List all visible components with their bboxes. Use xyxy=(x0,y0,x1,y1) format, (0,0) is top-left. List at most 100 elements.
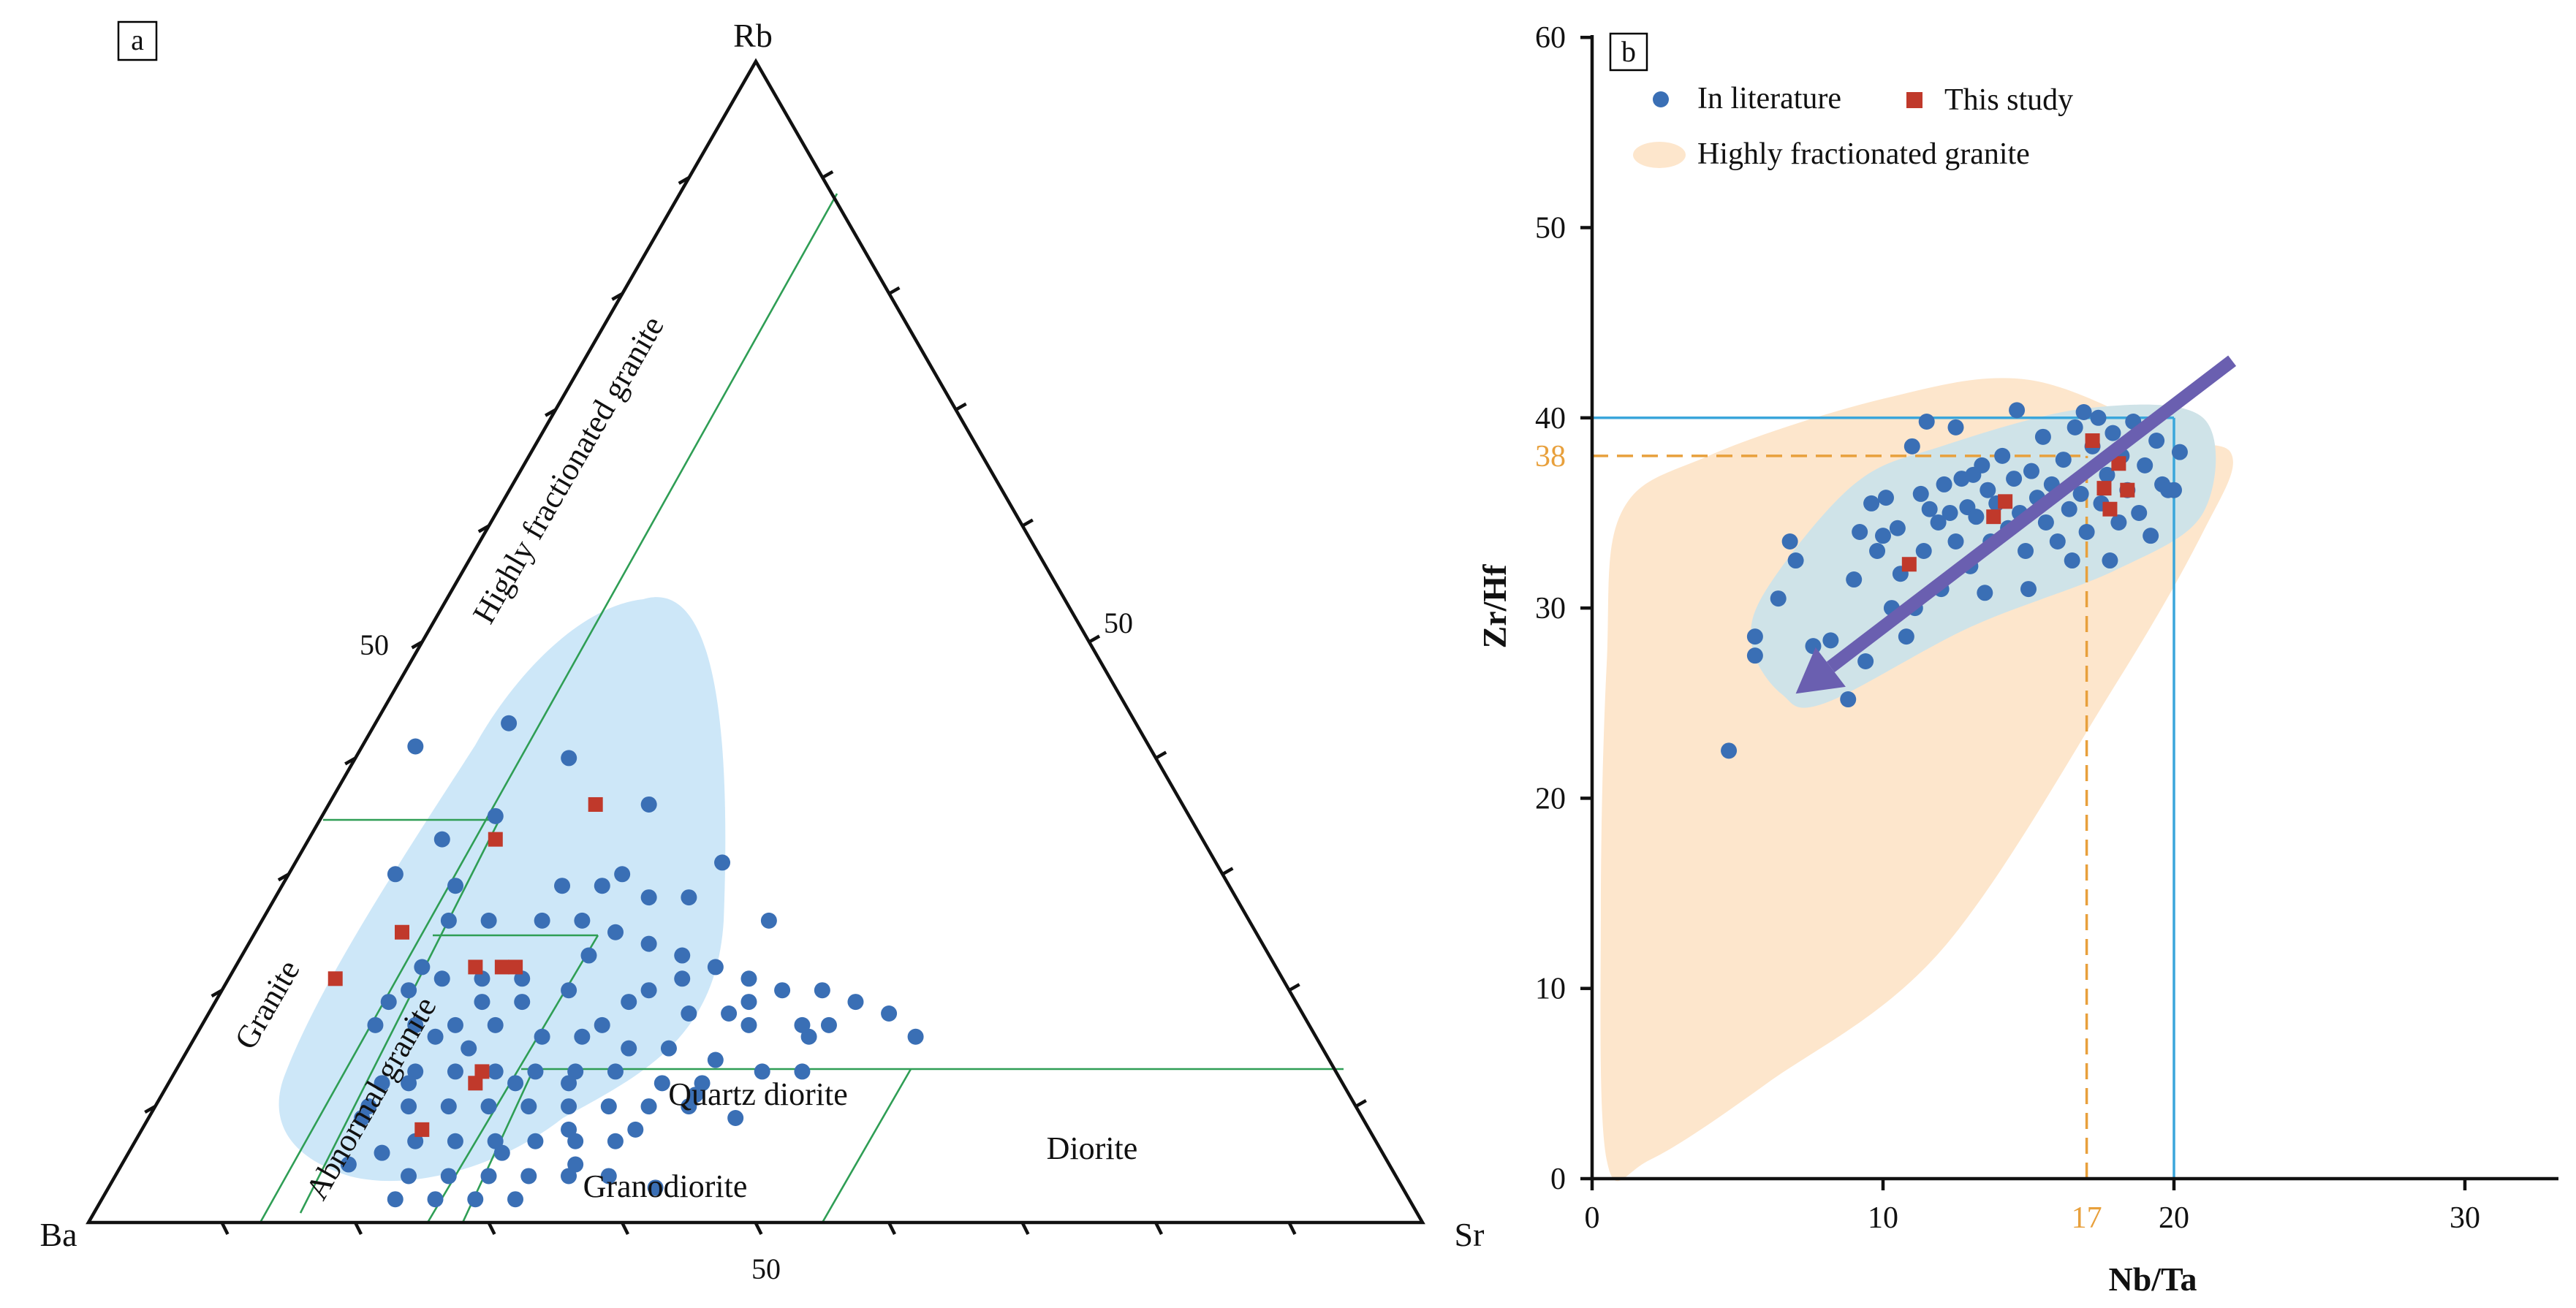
literature-point xyxy=(387,1191,404,1208)
this-study-point xyxy=(468,1076,483,1091)
right-edge-tick-label: 50 xyxy=(1104,607,1133,639)
ternary-points xyxy=(327,715,924,1208)
literature-point xyxy=(607,1063,624,1080)
literature-point xyxy=(493,1144,510,1161)
literature-point xyxy=(2102,552,2118,569)
literature-point xyxy=(794,1063,811,1080)
literature-point xyxy=(1875,528,1891,544)
literature-point xyxy=(1877,490,1894,506)
this-study-point xyxy=(1998,494,2013,509)
literature-point xyxy=(721,1005,738,1022)
literature-point xyxy=(2148,433,2165,449)
literature-point xyxy=(1781,533,1798,550)
literature-point xyxy=(440,1098,457,1115)
panel-label-box-a xyxy=(117,20,158,61)
literature-point xyxy=(627,1121,644,1138)
field-label-diorite: Diorite xyxy=(1047,1130,1138,1166)
literature-point xyxy=(594,878,610,894)
this-study-point xyxy=(494,959,509,975)
left-edge-tick xyxy=(544,408,557,417)
literature-point xyxy=(1787,552,1804,569)
left-edge-tick xyxy=(211,989,223,998)
literature-point xyxy=(681,1005,697,1022)
literature-point xyxy=(554,878,571,894)
sample-envelope-region xyxy=(279,597,726,1182)
bottom-edge-tick xyxy=(220,1221,230,1236)
literature-point xyxy=(414,959,431,976)
literature-point xyxy=(1903,438,1920,455)
left-edge-tick xyxy=(611,292,624,301)
granodiorite-diorite-boundary xyxy=(821,1068,912,1223)
this-study-point xyxy=(2102,501,2118,517)
literature-point xyxy=(1947,533,1964,550)
legend-label-in-literature: In literature xyxy=(1697,82,1841,115)
literature-point xyxy=(847,994,864,1011)
literature-point xyxy=(2090,409,2107,426)
literature-point xyxy=(574,912,591,929)
vertex-label-sr: Sr xyxy=(1455,1216,1485,1253)
literature-point xyxy=(614,866,631,883)
legend: In literature This study Highly fraction… xyxy=(1633,82,2073,171)
y-tick-label: 0 xyxy=(1550,1163,1566,1196)
x-tick-label: 0 xyxy=(1585,1201,1600,1235)
y-tick-label: 20 xyxy=(1535,782,1566,815)
literature-point xyxy=(407,1063,424,1080)
literature-point xyxy=(1942,504,1958,521)
literature-point xyxy=(2137,457,2153,474)
literature-point xyxy=(2075,403,2092,420)
literature-point xyxy=(740,970,757,987)
legend-marker-in-literature xyxy=(1653,91,1669,107)
literature-point xyxy=(1977,585,1993,601)
legend-label-hf-granite: Highly fractionated granite xyxy=(1697,137,2030,171)
literature-point xyxy=(427,1191,444,1208)
scatter-chart: 17 38 0 10 20 30 0 10 20 30 40 50 60 Nb/Ta Zr/Hf In… xyxy=(1476,21,2558,1298)
right-edge-tick xyxy=(955,402,967,411)
field-label-granodiorite: Granodiorite xyxy=(583,1168,748,1204)
literature-point xyxy=(480,1098,497,1115)
literature-point xyxy=(367,1016,384,1033)
literature-point xyxy=(407,738,424,755)
literature-point xyxy=(2110,514,2127,531)
x-axis-title: Nb/Ta xyxy=(2108,1261,2197,1298)
literature-point xyxy=(2020,581,2037,598)
literature-point xyxy=(600,1168,617,1185)
literature-point xyxy=(487,807,504,824)
right-edge-tick xyxy=(1288,983,1300,992)
axis-ticks xyxy=(1580,35,2467,1190)
literature-point xyxy=(1746,647,1763,664)
bottom-edge-tick xyxy=(620,1221,630,1236)
literature-point xyxy=(1915,543,1932,560)
literature-point xyxy=(433,831,450,848)
literature-point xyxy=(447,1133,463,1149)
field-label-highly-fractionated-granite: Highly fractionated granite xyxy=(466,310,671,629)
literature-point xyxy=(534,1028,550,1045)
literature-point xyxy=(520,1168,537,1185)
literature-point xyxy=(640,982,657,999)
this-study-point xyxy=(2120,482,2135,498)
literature-point xyxy=(640,935,657,952)
literature-point xyxy=(2037,514,2054,531)
field-label-quartz-diorite: Quartz diorite xyxy=(668,1076,848,1112)
literature-point xyxy=(1965,466,1982,483)
this-study-point xyxy=(474,1064,490,1079)
trend-arrow-head xyxy=(1795,647,1846,694)
this-study-point xyxy=(2096,481,2112,496)
x-tick-label: 10 xyxy=(1868,1201,1898,1235)
literature-point xyxy=(427,1028,444,1045)
literature-point xyxy=(640,796,657,813)
literature-point xyxy=(1936,476,1952,493)
right-edge-tick xyxy=(822,170,834,179)
literature-point xyxy=(640,889,657,906)
ternary-chart: Rb Ba Sr 50 50 50 Highly fractionated gr… xyxy=(39,17,1484,1285)
granite-abnormal-boundary xyxy=(299,819,501,1214)
literature-point xyxy=(474,994,490,1011)
y-tick-label: 30 xyxy=(1535,592,1566,626)
literature-point xyxy=(407,1133,424,1149)
trend-arrow xyxy=(1795,355,2237,694)
this-study-point xyxy=(588,796,603,812)
y-axis-title: Zr/Hf xyxy=(1476,564,1513,649)
literature-point xyxy=(480,912,497,929)
literature-point xyxy=(2049,533,2066,550)
literature-point xyxy=(487,1016,504,1033)
literature-point xyxy=(907,1028,924,1045)
